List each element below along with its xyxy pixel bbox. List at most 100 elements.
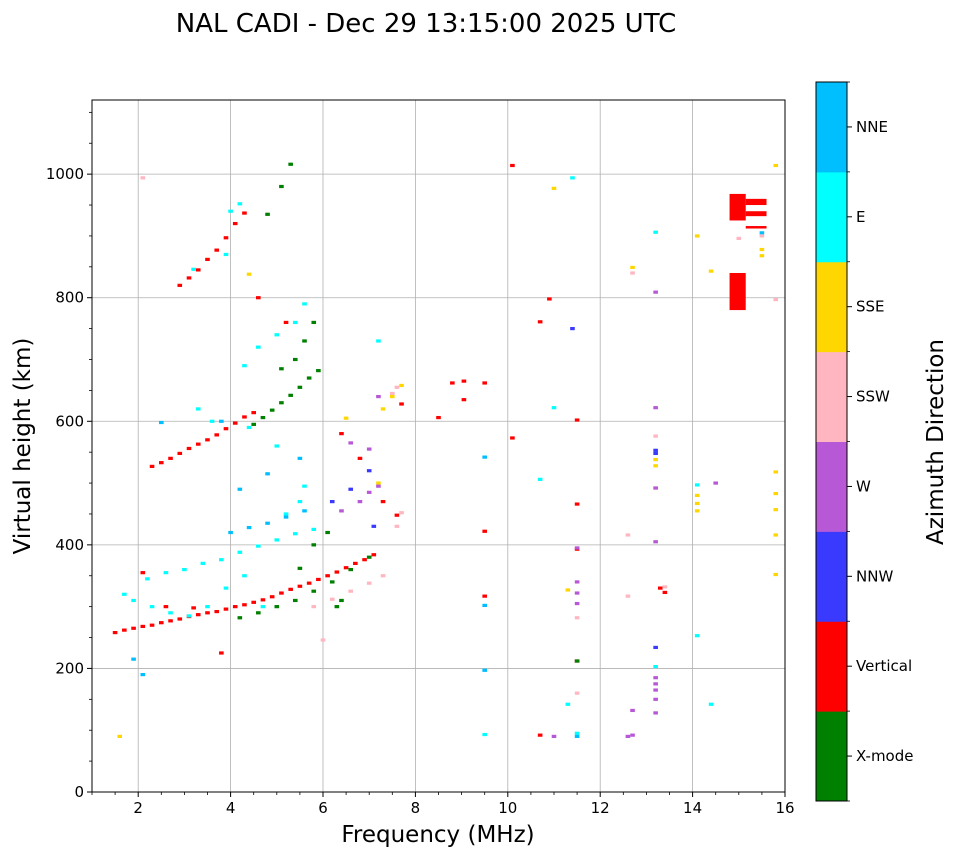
- colorbar-swatch-vertical: [816, 621, 847, 712]
- point-vertical-2: [131, 626, 136, 630]
- point-e-45: [708, 702, 714, 706]
- point-vertical-75: [662, 590, 668, 595]
- chart-title: NAL CADI - Dec 29 13:15:00 2025 UTC: [176, 9, 676, 39]
- point-vertical-10: [205, 611, 210, 615]
- colorbar-tick-label: SSW: [856, 388, 890, 406]
- point-ssw-15: [736, 236, 742, 240]
- point-w-14: [653, 697, 658, 701]
- point-e-41: [565, 702, 571, 706]
- point-vertical-47: [232, 221, 238, 226]
- point-nne-15: [574, 734, 580, 738]
- point-vertical-42: [186, 276, 192, 280]
- point-e-37: [570, 176, 575, 180]
- point-x-mode-14: [274, 605, 280, 609]
- point-e-43: [482, 732, 487, 737]
- point-sse-17: [773, 491, 779, 496]
- point-ssw-11: [653, 434, 658, 438]
- point-vertical-32: [177, 451, 183, 456]
- point-x-mode-24: [339, 598, 344, 603]
- point-vertical-77: [537, 733, 543, 737]
- point-e-12: [149, 605, 155, 609]
- point-sse-23: [246, 272, 252, 276]
- point-e-39: [694, 483, 700, 487]
- y-axis-label: Virtual height (km): [10, 338, 36, 555]
- point-ssw-4: [380, 574, 386, 578]
- point-x-mode-11: [311, 320, 317, 325]
- colorbar-swatch-ssw: [816, 351, 847, 442]
- point-w-13: [653, 688, 658, 692]
- point-sse-24: [117, 734, 123, 738]
- colorbar-swatch-e: [816, 171, 847, 263]
- point-vertical-69: [537, 320, 543, 324]
- point-vertical-11: [214, 609, 220, 614]
- point-nnw-5: [653, 645, 658, 650]
- point-vertical-76: [657, 586, 663, 590]
- colorbar-tick-label: SSE: [856, 298, 885, 316]
- point-ssw-6: [399, 511, 404, 515]
- point-x-mode-17: [329, 580, 335, 584]
- colorbar-tick-label: NNE: [856, 118, 888, 136]
- point-e-16: [223, 586, 229, 590]
- point-x-mode-5: [297, 385, 303, 389]
- point-x-mode-3: [279, 401, 284, 405]
- point-sse-22: [565, 588, 571, 592]
- point-vertical-39: [242, 415, 247, 419]
- point-ssw-13: [662, 585, 668, 589]
- point-vertical-33: [186, 446, 192, 451]
- point-vertical-40: [251, 411, 256, 415]
- point-sse-9: [694, 493, 700, 498]
- point-e-24: [209, 419, 215, 423]
- point-x-mode-19: [366, 555, 372, 559]
- point-sse-0: [380, 407, 386, 411]
- colorbar-tick-label: W: [856, 477, 871, 495]
- point-w-10: [653, 540, 658, 544]
- x-tick-label: 8: [411, 799, 421, 817]
- colorbar-tick-label: X-mode: [856, 747, 913, 765]
- point-vertical-18: [279, 591, 284, 595]
- point-e-7: [274, 538, 280, 542]
- point-sse-18: [773, 508, 779, 512]
- colorbar: X-mode Vertical NNW W SSW SSE E NNE: [815, 81, 913, 802]
- point-vertical-44: [205, 257, 210, 262]
- point-x-mode-28: [574, 659, 580, 663]
- point-vertical-26: [353, 561, 358, 565]
- point-x-mode-23: [325, 530, 330, 535]
- point-nne-0: [228, 530, 233, 535]
- point-sse-19: [773, 533, 779, 537]
- point-w-22: [574, 591, 580, 595]
- point-vertical-23: [325, 574, 330, 578]
- point-vertical-29: [149, 464, 155, 468]
- point-vertical-19: [288, 587, 293, 591]
- point-ssw-21: [140, 176, 146, 180]
- point-vertical-34: [195, 442, 201, 446]
- point-vertical-58: [394, 513, 400, 517]
- point-e-36: [537, 477, 543, 481]
- point-vertical-66: [482, 594, 487, 598]
- point-vertical-52: [219, 651, 224, 655]
- y-tick-label: 400: [55, 536, 84, 554]
- point-sse-15: [773, 163, 779, 168]
- colorbar-swatch-nnw: [816, 531, 847, 622]
- plot-frame: [91, 99, 786, 793]
- point-sse-11: [694, 509, 700, 513]
- point-x-mode-22: [311, 543, 317, 547]
- point-e-40: [653, 664, 658, 669]
- point-nne-9: [159, 420, 164, 425]
- y-tick-label: 200: [55, 659, 84, 677]
- point-vertical-0: [112, 630, 118, 635]
- point-vertical-46: [223, 236, 229, 240]
- colorbar-tick-label: Vertical: [856, 657, 912, 675]
- point-vertical-41: [177, 283, 183, 287]
- point-sse-10: [694, 501, 700, 506]
- point-nnw-7: [371, 524, 377, 528]
- point-nnw-4: [653, 451, 658, 456]
- point-vertical-65: [482, 529, 487, 533]
- point-ssw-5: [394, 524, 400, 528]
- y-tick-label: 0: [74, 783, 84, 801]
- point-w-11: [653, 676, 658, 680]
- point-vertical-9: [195, 613, 201, 617]
- point-e-35: [551, 406, 557, 410]
- point-nnw-1: [348, 487, 354, 491]
- point-vertical-53: [256, 296, 261, 300]
- point-nne-14: [482, 668, 487, 672]
